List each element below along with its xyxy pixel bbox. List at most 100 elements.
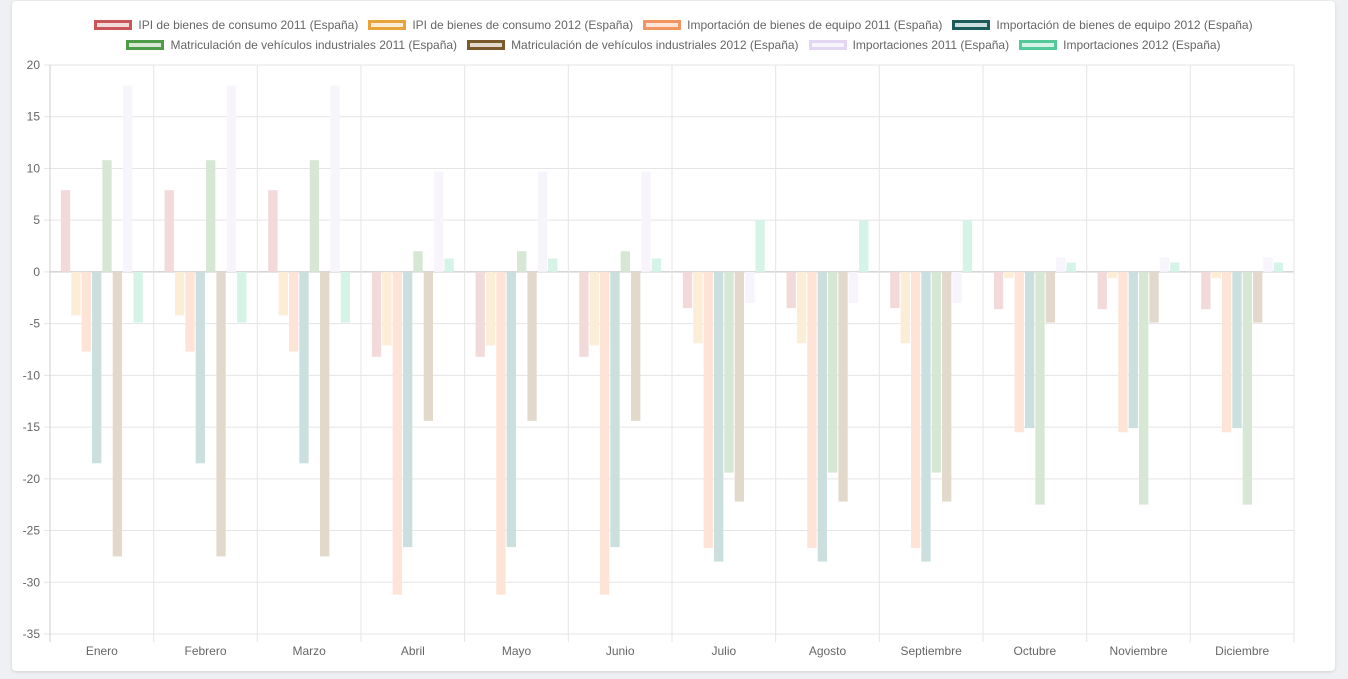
bar bbox=[226, 85, 237, 272]
bar bbox=[693, 271, 703, 344]
y-tick-label: -15 bbox=[23, 420, 41, 434]
bar bbox=[1201, 271, 1211, 310]
bar bbox=[1253, 271, 1263, 323]
bar bbox=[1035, 271, 1045, 505]
bar bbox=[1118, 271, 1128, 433]
bar bbox=[807, 271, 817, 549]
legend-item[interactable]: Importaciones 2011 (España) bbox=[808, 38, 1010, 52]
bar bbox=[848, 271, 859, 303]
bar bbox=[838, 271, 848, 502]
bar bbox=[651, 258, 662, 272]
legend-item[interactable]: Importación de bienes de equipo 2011 (Es… bbox=[643, 18, 942, 32]
y-tick-label: -10 bbox=[23, 368, 41, 382]
bar bbox=[828, 271, 838, 473]
bar bbox=[268, 190, 278, 272]
bar bbox=[631, 271, 641, 421]
bar bbox=[278, 271, 288, 316]
legend-label: Matriculación de vehículos industriales … bbox=[170, 38, 458, 52]
bar bbox=[517, 251, 527, 272]
bar bbox=[745, 271, 755, 303]
bar bbox=[993, 271, 1004, 310]
bar bbox=[1139, 271, 1149, 505]
bar bbox=[237, 271, 247, 323]
y-tick-label: -30 bbox=[23, 575, 41, 589]
bar bbox=[434, 171, 444, 272]
bar bbox=[910, 271, 921, 549]
bar bbox=[392, 271, 402, 595]
legend-swatch bbox=[368, 20, 407, 30]
legend-item[interactable]: Importaciones 2012 (España) bbox=[1019, 38, 1221, 52]
bar bbox=[817, 271, 827, 562]
bar bbox=[299, 271, 309, 464]
bar bbox=[164, 190, 174, 272]
bar bbox=[123, 85, 133, 272]
bar bbox=[1024, 271, 1035, 429]
legend-label: Importaciones 2011 (España) bbox=[852, 38, 1010, 52]
chart-legend: IPI de bienes de consumo 2011 (España) IP… bbox=[12, 18, 1335, 52]
bar bbox=[1242, 271, 1253, 505]
legend-swatch bbox=[467, 40, 506, 50]
bar bbox=[444, 258, 454, 272]
bar bbox=[1066, 262, 1076, 272]
bar bbox=[195, 271, 205, 464]
bar bbox=[796, 271, 807, 344]
x-tick-label: Septiembre bbox=[900, 644, 962, 658]
bar bbox=[1107, 271, 1118, 279]
legend-item[interactable]: IPI de bienes de consumo 2012 (España) bbox=[368, 18, 633, 32]
bar bbox=[610, 271, 620, 548]
bar bbox=[1128, 271, 1138, 429]
bar bbox=[102, 160, 112, 272]
bar bbox=[185, 271, 195, 352]
bar bbox=[496, 271, 506, 595]
bar bbox=[371, 271, 382, 357]
bar bbox=[703, 271, 713, 549]
legend-item[interactable]: Matriculación de vehículos industriales … bbox=[467, 38, 799, 52]
x-tick-label: Enero bbox=[86, 644, 118, 658]
bar bbox=[952, 271, 962, 303]
bar bbox=[682, 271, 693, 309]
x-tick-label: Julio bbox=[711, 644, 736, 658]
legend-item[interactable]: Matriculación de vehículos industriales … bbox=[126, 38, 457, 52]
bar bbox=[734, 271, 745, 502]
bar bbox=[216, 271, 226, 557]
legend-item[interactable]: IPI de bienes de consumo 2011 (España) bbox=[94, 18, 358, 32]
bar bbox=[1056, 257, 1066, 272]
bar bbox=[942, 271, 952, 502]
x-tick-label: Marzo bbox=[292, 644, 326, 658]
bar bbox=[1263, 257, 1273, 272]
bar bbox=[91, 271, 102, 464]
bar bbox=[402, 271, 413, 548]
y-tick-label: 20 bbox=[27, 58, 41, 72]
bar bbox=[537, 171, 548, 272]
x-tick-label: Octubre bbox=[1013, 644, 1056, 658]
bar bbox=[1045, 271, 1056, 323]
bar bbox=[931, 271, 942, 473]
bar bbox=[921, 271, 931, 562]
y-tick-label: 10 bbox=[27, 161, 41, 175]
y-tick-label: 15 bbox=[27, 110, 41, 124]
bar bbox=[1221, 271, 1232, 433]
legend-label: Importación de bienes de equipo 2012 (Es… bbox=[996, 18, 1253, 32]
bar bbox=[1232, 271, 1242, 429]
bar bbox=[1014, 271, 1024, 433]
bar bbox=[900, 271, 910, 344]
legend-item[interactable]: Importación de bienes de equipo 2012 (Es… bbox=[952, 18, 1253, 32]
bar bbox=[174, 271, 185, 316]
bar bbox=[506, 271, 516, 548]
legend-label: Importaciones 2012 (España) bbox=[1063, 38, 1221, 52]
bar bbox=[890, 271, 900, 309]
legend-row: Matriculación de vehículos industriales … bbox=[126, 38, 1221, 52]
bar bbox=[485, 271, 496, 346]
bar bbox=[579, 271, 589, 357]
bar bbox=[112, 271, 123, 557]
bar bbox=[620, 251, 631, 272]
bar bbox=[320, 271, 330, 557]
bar bbox=[60, 190, 71, 272]
y-tick-label: -5 bbox=[29, 317, 40, 331]
legend-swatch bbox=[94, 20, 133, 30]
bar bbox=[599, 271, 610, 595]
bar bbox=[1149, 271, 1159, 323]
bar bbox=[962, 220, 973, 272]
x-tick-label: Diciembre bbox=[1215, 644, 1269, 658]
